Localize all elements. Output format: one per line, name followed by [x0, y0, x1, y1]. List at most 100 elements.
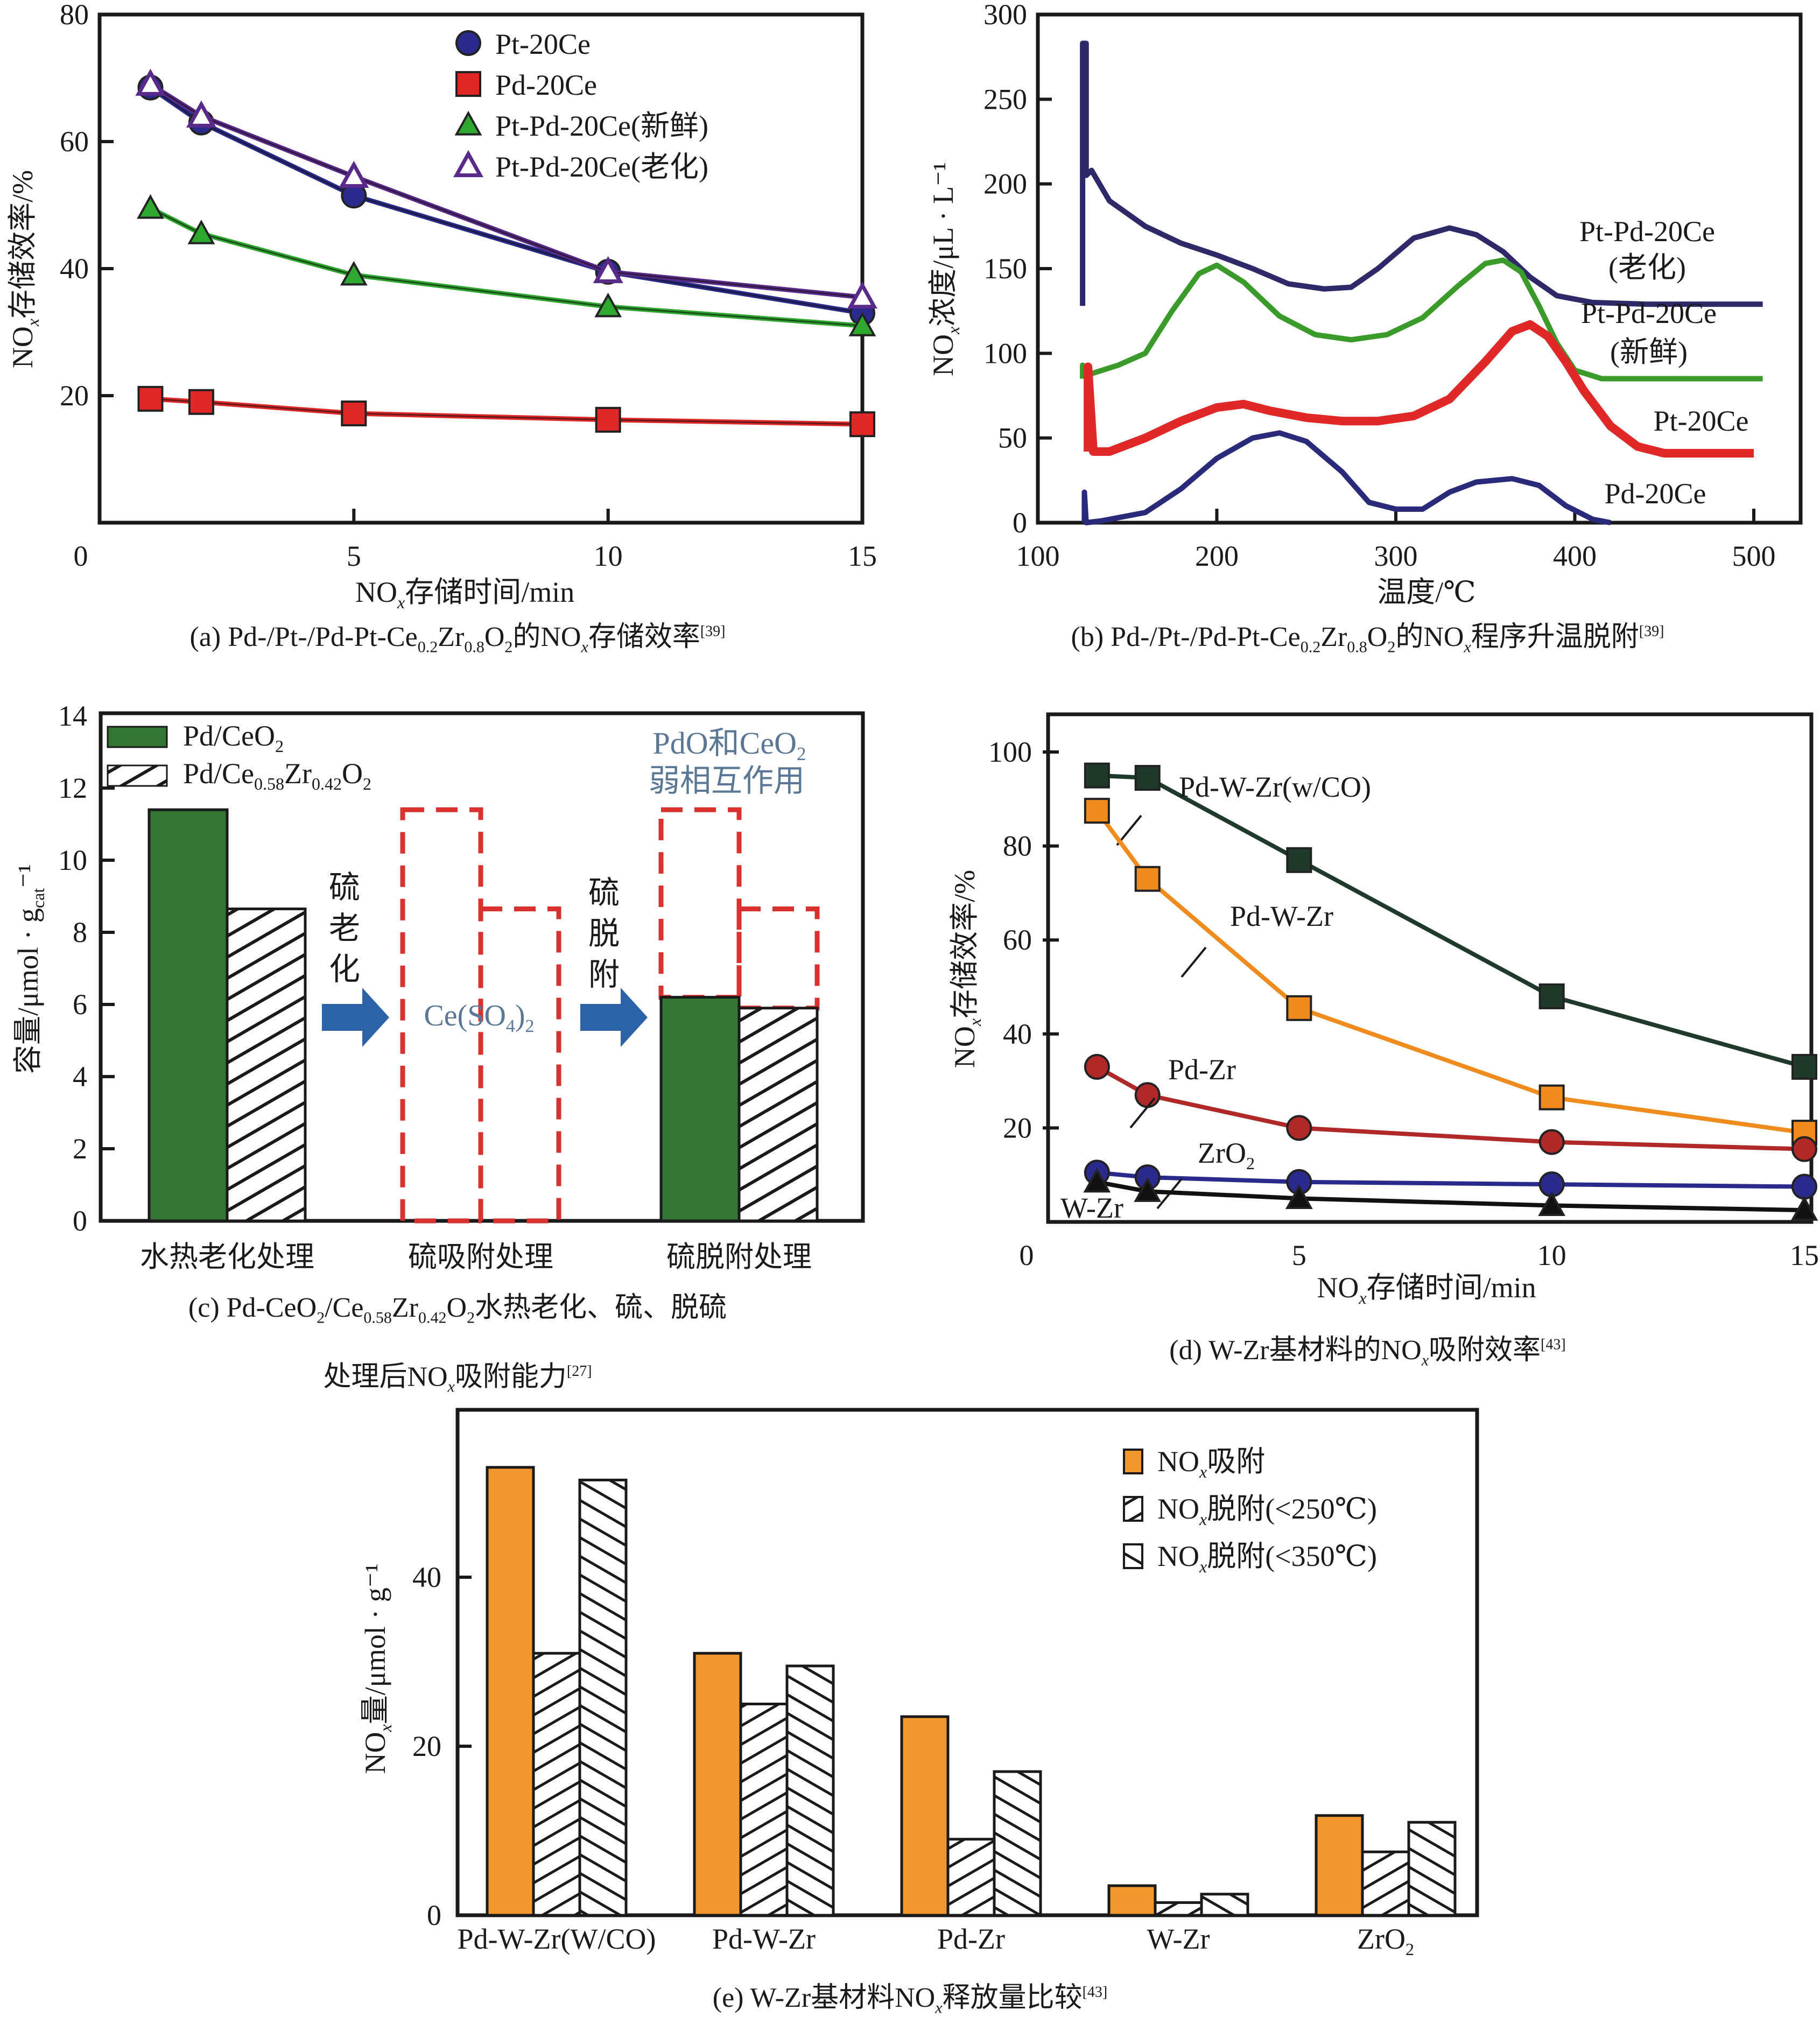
y-tick-label: 20 — [60, 379, 89, 412]
data-point — [1286, 995, 1312, 1021]
subscript: x — [1199, 1462, 1207, 1481]
text-run: NO — [1317, 1271, 1359, 1304]
leader-line — [1129, 1097, 1156, 1129]
y-tick-label: 200 — [983, 168, 1027, 200]
text-run: ZrO — [1198, 1137, 1246, 1169]
data-point — [849, 411, 875, 438]
subscript: 2 — [363, 774, 371, 793]
reference-outline — [658, 807, 742, 1000]
y-tick-label: 60 — [1003, 924, 1032, 956]
x-tick-label: 100 — [1016, 540, 1060, 572]
x-tick-label: 5 — [347, 540, 361, 572]
text-run: 存储时间/min — [1367, 1271, 1536, 1304]
annotation-ce-so4: Ce(SO4)2 — [424, 999, 534, 1036]
series-pt-pd-20ce — [137, 194, 876, 336]
legend-label: NOx脱附(<250℃) — [1157, 1493, 1377, 1529]
y-tick-label: 40 — [1003, 1018, 1032, 1050]
y-tick-label: 0 — [73, 1205, 87, 1237]
bar-pd-ce0-58zr0-42o2 — [226, 907, 307, 1222]
bar-nox-350 — [578, 1478, 628, 1917]
text-run: 量/μmol · g⁻¹ — [359, 1564, 391, 1725]
y-tick-label: 40 — [412, 1561, 441, 1593]
arrow-label: 附 — [588, 957, 620, 992]
series-label: Pd-20Ce — [1605, 477, 1706, 510]
annotation-weak-interaction: 弱相互作用 — [649, 763, 805, 798]
data-point — [593, 256, 623, 283]
x-tick-label: 10 — [1537, 1239, 1566, 1271]
text-run: 存储效率/% — [6, 170, 39, 319]
category-label: 水热老化处理 — [140, 1241, 314, 1273]
series-pd-20ce — [137, 385, 875, 438]
x-tick-label: 500 — [1732, 540, 1776, 572]
legend-label: NOx吸附 — [1157, 1445, 1265, 1481]
plot-frame-d — [1046, 712, 1814, 1224]
bar-nox-250 — [1154, 1901, 1203, 1917]
series-label: Pt-Pd-20Ce — [1581, 297, 1717, 329]
subscript: 2 — [525, 1016, 535, 1036]
bar-nox-350 — [785, 1664, 835, 1917]
text-run: NO — [359, 1732, 391, 1774]
y-tick-label: 10 — [58, 844, 87, 876]
data-point — [135, 68, 166, 96]
bar-nox-350 — [993, 1770, 1042, 1917]
data-point — [137, 385, 164, 412]
x-tick-label: 300 — [1374, 540, 1418, 572]
arrow-icon — [322, 988, 389, 1047]
y-tick-label: 0 — [427, 1899, 441, 1931]
legend-swatch — [1123, 1496, 1143, 1522]
category-label: Pd-W-Zr(W/CO) — [458, 1923, 656, 1955]
caption-c-line2: 处理后NOx吸附能力[27] — [323, 1361, 592, 1396]
data-point — [1538, 1129, 1565, 1155]
text-run: 吸附 — [1207, 1445, 1265, 1478]
x-tick-label: 400 — [1553, 540, 1597, 572]
bar-nox — [900, 1715, 950, 1917]
caption-b: (b) Pd-/Pt-/Pd-Pt-Ce0.2Zr0.8O2的NOx程序升温脱附… — [1071, 622, 1664, 656]
bar-nox — [1315, 1814, 1364, 1917]
series-label-line2: (老化) — [1608, 251, 1686, 284]
bar-pd-ce0-58zr0-42o2 — [737, 1007, 819, 1222]
series-line — [1084, 320, 1754, 458]
category-label: W-Zr — [1147, 1923, 1210, 1955]
series-label: Pd-W-Zr(w/CO) — [1179, 771, 1371, 803]
y-tick-label: 60 — [60, 125, 89, 158]
x-tick-label: 15 — [848, 540, 877, 572]
y-tick-label: 20 — [1003, 1112, 1032, 1144]
y-axis-title: 容量/μmol · gcat⁻¹ — [12, 864, 48, 1074]
legend-label: NOx脱附(<350℃) — [1157, 1540, 1377, 1576]
series-pd-zr: Pd-Zr — [1084, 1053, 1817, 1162]
legend-label: Pt-Pd-20Ce(新鲜) — [495, 110, 708, 142]
bar-pd-ceo2 — [659, 996, 741, 1222]
text-run: Pd/CeO — [183, 720, 275, 752]
data-point — [1134, 1082, 1161, 1108]
legend-label: Pt-Pd-20Ce(老化) — [495, 151, 708, 183]
bar-nox-250 — [1361, 1850, 1410, 1917]
subscript: x — [1358, 1288, 1366, 1308]
y-tick-label: 14 — [58, 700, 87, 732]
y-tick-label: 300 — [983, 0, 1027, 31]
series-line — [149, 206, 863, 328]
text-run: NO — [1157, 1493, 1199, 1525]
bar-nox-250 — [946, 1838, 996, 1917]
series-label: Pd-Zr — [1168, 1053, 1236, 1086]
legend-label: Pt-20Ce — [495, 28, 591, 60]
subscript: x — [965, 1018, 985, 1027]
x-axis-title: NOx存储时间/min — [355, 576, 574, 612]
bar-nox — [1107, 1884, 1157, 1917]
subscript: 2 — [1246, 1154, 1255, 1173]
plot-frame-b — [1036, 12, 1803, 525]
legend-label: Pd/Ce0.58Zr0.42O2 — [183, 757, 371, 793]
text-run: 脱附(<350℃) — [1207, 1540, 1377, 1572]
data-point — [1083, 1168, 1111, 1193]
data-point — [1134, 765, 1161, 791]
series-pd-20ce: Pd-20Ce — [1081, 430, 1706, 525]
y-tick-label: 250 — [983, 83, 1027, 115]
series-pt-pd-20ce: Pt-Pd-20Ce(老化) — [1080, 40, 1763, 307]
text-run: 容量/μmol · g — [12, 908, 44, 1074]
y-tick-label: 40 — [60, 252, 89, 285]
legend-marker — [454, 110, 482, 136]
series-zro2: ZrO2 — [1084, 1137, 1817, 1210]
data-point — [1285, 1184, 1313, 1209]
subscript: 4 — [506, 1016, 515, 1036]
